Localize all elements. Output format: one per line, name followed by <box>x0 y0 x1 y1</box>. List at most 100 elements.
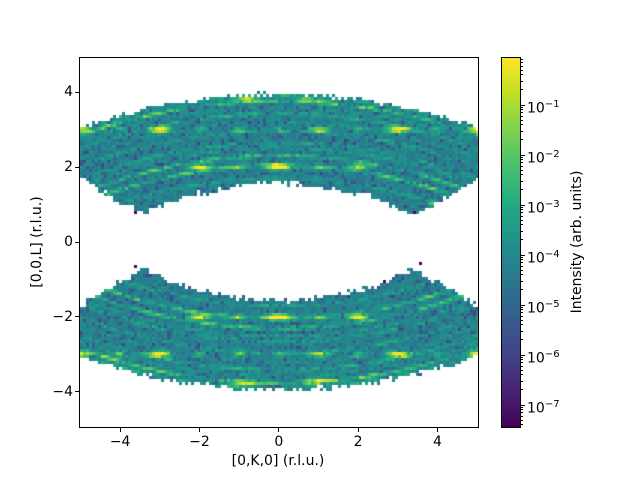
colorbar-minor-tick <box>521 324 523 326</box>
colorbar-minor-tick <box>521 156 523 158</box>
colorbar-label: Intensity (arb. units) <box>569 170 585 314</box>
plot-frame <box>79 57 479 428</box>
colorbar-minor-tick <box>521 309 523 311</box>
colorbar-minor-tick <box>521 69 523 71</box>
colorbar-minor-tick <box>521 274 523 276</box>
colorbar-minor-tick <box>521 419 523 421</box>
colorbar-minor-tick <box>521 215 523 217</box>
colorbar-minor-tick <box>521 356 523 358</box>
colorbar-minor-tick <box>521 124 523 126</box>
colorbar-minor-tick <box>521 89 523 91</box>
colorbar-minor-tick <box>521 174 523 176</box>
y-tick <box>75 241 79 243</box>
colorbar-minor-tick <box>521 224 523 226</box>
colorbar-tick-label: 10−4 <box>527 249 560 267</box>
colorbar-minor-tick <box>521 256 523 258</box>
colorbar-major-tick <box>521 154 525 156</box>
colorbar-minor-tick <box>521 424 523 426</box>
colorbar-minor-tick <box>521 162 523 164</box>
colorbar-minor-tick <box>521 319 523 321</box>
colorbar-minor-tick <box>521 412 523 414</box>
x-tick-label: −4 <box>109 434 131 450</box>
heatmap-canvas <box>80 58 478 427</box>
colorbar-minor-tick <box>521 209 523 211</box>
x-tick-label: 2 <box>353 434 363 450</box>
y-tick <box>75 391 79 393</box>
colorbar-minor-tick <box>521 165 523 167</box>
y-tick <box>75 166 79 168</box>
x-tick-label: −2 <box>189 434 210 450</box>
colorbar-tick-label: 10−2 <box>527 149 560 167</box>
colorbar-minor-tick <box>521 189 523 191</box>
colorbar-minor-tick <box>521 230 523 232</box>
colorbar-minor-tick <box>521 115 523 117</box>
colorbar-minor-tick <box>521 159 523 161</box>
colorbar-major-tick <box>521 104 525 106</box>
x-tick <box>119 428 121 432</box>
colorbar-minor-tick <box>521 265 523 267</box>
colorbar-minor-tick <box>521 359 523 361</box>
colorbar-minor-tick <box>521 339 523 341</box>
y-tick-label: −4 <box>52 383 73 400</box>
colorbar-major-tick <box>521 204 525 206</box>
colorbar-minor-tick <box>521 219 523 221</box>
colorbar-tick-label: 10−1 <box>527 99 560 117</box>
colorbar-minor-tick <box>521 59 523 61</box>
colorbar-minor-tick <box>521 112 523 114</box>
colorbar-tick-label: 10−7 <box>527 399 560 417</box>
y-tick-label: 4 <box>64 84 73 101</box>
colorbar-minor-tick <box>521 206 523 208</box>
y-tick-label: −2 <box>52 308 73 325</box>
colorbar-minor-tick <box>521 130 523 132</box>
colorbar-minor-tick <box>521 365 523 367</box>
colorbar-minor-tick <box>521 306 523 308</box>
colorbar-tick-label: 10−3 <box>527 199 560 217</box>
colorbar-minor-tick <box>521 406 523 408</box>
y-tick <box>75 91 79 93</box>
colorbar-minor-tick <box>521 139 523 141</box>
colorbar-minor-tick <box>521 106 523 108</box>
y-tick-label: 0 <box>64 234 73 250</box>
colorbar-minor-tick <box>521 269 523 271</box>
colorbar-tick-label: 10−5 <box>527 299 560 317</box>
colorbar-minor-tick <box>521 380 523 382</box>
colorbar-minor-tick <box>521 169 523 171</box>
colorbar-minor-tick <box>521 259 523 261</box>
colorbar-minor-tick <box>521 389 523 391</box>
colorbar-minor-tick <box>521 65 523 67</box>
colorbar-major-tick <box>521 404 525 406</box>
colorbar-minor-tick <box>521 262 523 264</box>
x-tick <box>357 428 359 432</box>
colorbar-minor-tick <box>521 119 523 121</box>
y-tick <box>75 316 79 318</box>
colorbar-gradient <box>502 58 520 427</box>
colorbar-major-tick <box>521 304 525 306</box>
colorbar-tick-label: 10−6 <box>527 349 560 367</box>
y-tick-label: 2 <box>64 159 73 176</box>
colorbar-minor-tick <box>521 74 523 76</box>
colorbar-minor-tick <box>521 109 523 111</box>
colorbar-major-tick <box>521 254 525 256</box>
x-tick <box>198 428 200 432</box>
colorbar-minor-tick <box>521 330 523 332</box>
colorbar-minor-tick <box>521 180 523 182</box>
colorbar-minor-tick <box>521 239 523 241</box>
colorbar-minor-tick <box>521 280 523 282</box>
x-tick-label: 4 <box>432 434 442 450</box>
colorbar-minor-tick <box>521 80 523 82</box>
colorbar-minor-tick <box>521 369 523 371</box>
x-tick <box>436 428 438 432</box>
colorbar-minor-tick <box>521 374 523 376</box>
x-tick-label: 0 <box>274 434 284 450</box>
colorbar-minor-tick <box>521 312 523 314</box>
colorbar-minor-tick <box>521 212 523 214</box>
colorbar-minor-tick <box>521 62 523 64</box>
colorbar-minor-tick <box>521 409 523 411</box>
colorbar-major-tick <box>521 354 525 356</box>
colorbar-minor-tick <box>521 315 523 317</box>
colorbar-frame <box>501 57 521 428</box>
x-axis-label: [0,K,0] (r.l.u.) <box>231 453 325 469</box>
x-tick <box>278 428 280 432</box>
colorbar-minor-tick <box>521 362 523 364</box>
